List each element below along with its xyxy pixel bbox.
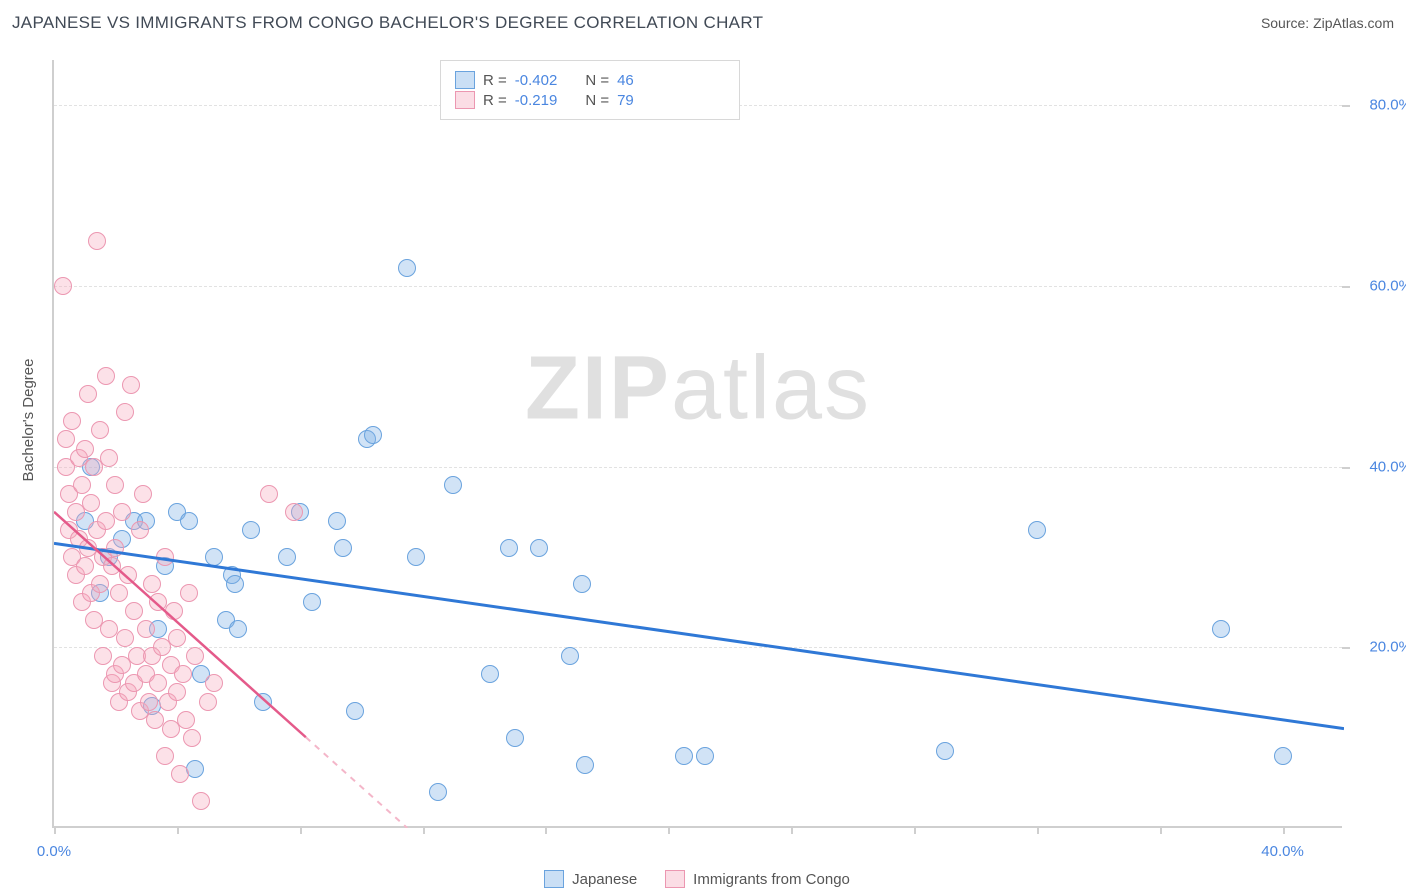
data-point <box>183 729 201 747</box>
data-point <box>444 476 462 494</box>
data-point <box>156 548 174 566</box>
data-point <box>205 674 223 692</box>
data-point <box>285 503 303 521</box>
data-point <box>88 232 106 250</box>
data-point <box>180 512 198 530</box>
correlation-legend: R = -0.402 N = 46 R = -0.219 N = 79 <box>440 60 740 120</box>
data-point <box>91 421 109 439</box>
gridline <box>54 467 1342 468</box>
data-point <box>254 693 272 711</box>
data-point <box>143 575 161 593</box>
data-point <box>364 426 382 444</box>
data-point <box>334 539 352 557</box>
data-point <box>57 430 75 448</box>
xtick-label: 0.0% <box>37 843 71 860</box>
ytick-label: 80.0% <box>1352 97 1406 114</box>
data-point <box>76 557 94 575</box>
data-point <box>328 512 346 530</box>
data-point <box>137 620 155 638</box>
data-point <box>500 539 518 557</box>
ytick-label: 60.0% <box>1352 277 1406 294</box>
swatch-blue-icon <box>544 870 564 888</box>
legend-row-japanese: R = -0.402 N = 46 <box>455 71 725 89</box>
data-point <box>530 539 548 557</box>
data-point <box>140 693 158 711</box>
data-point <box>429 783 447 801</box>
data-point <box>168 683 186 701</box>
data-point <box>180 584 198 602</box>
data-point <box>1212 620 1230 638</box>
data-point <box>116 629 134 647</box>
data-point <box>100 449 118 467</box>
data-point <box>106 476 124 494</box>
data-point <box>171 765 189 783</box>
ytick-label: 40.0% <box>1352 458 1406 475</box>
legend-item-congo: Immigrants from Congo <box>665 870 850 888</box>
data-point <box>168 629 186 647</box>
swatch-blue-icon <box>455 71 475 89</box>
chart-title: JAPANESE VS IMMIGRANTS FROM CONGO BACHEL… <box>12 13 763 33</box>
data-point <box>174 665 192 683</box>
data-point <box>242 521 260 539</box>
legend-row-congo: R = -0.219 N = 79 <box>455 91 725 109</box>
series-legend: Japanese Immigrants from Congo <box>52 870 1342 888</box>
data-point <box>149 674 167 692</box>
source-label: Source: ZipAtlas.com <box>1261 15 1394 31</box>
data-point <box>110 584 128 602</box>
data-point <box>76 440 94 458</box>
data-point <box>186 760 204 778</box>
data-point <box>481 665 499 683</box>
data-point <box>125 602 143 620</box>
data-point <box>94 647 112 665</box>
data-point <box>73 476 91 494</box>
data-point <box>278 548 296 566</box>
data-point <box>122 376 140 394</box>
data-point <box>177 711 195 729</box>
data-point <box>675 747 693 765</box>
data-point <box>192 792 210 810</box>
data-point <box>303 593 321 611</box>
data-point <box>79 385 97 403</box>
data-point <box>346 702 364 720</box>
xtick-label: 40.0% <box>1261 843 1304 860</box>
data-point <box>106 539 124 557</box>
data-point <box>54 277 72 295</box>
data-point <box>156 747 174 765</box>
data-point <box>1028 521 1046 539</box>
data-point <box>398 259 416 277</box>
data-point <box>205 548 223 566</box>
swatch-pink-icon <box>665 870 685 888</box>
data-point <box>229 620 247 638</box>
data-point <box>97 367 115 385</box>
data-point <box>131 521 149 539</box>
data-point <box>63 412 81 430</box>
data-point <box>134 485 152 503</box>
data-point <box>407 548 425 566</box>
y-axis-label: Bachelor's Degree <box>20 359 37 482</box>
data-point <box>116 403 134 421</box>
gridline <box>54 647 1342 648</box>
ytick-label: 20.0% <box>1352 639 1406 656</box>
gridline <box>54 286 1342 287</box>
data-point <box>82 494 100 512</box>
data-point <box>1274 747 1292 765</box>
data-point <box>186 647 204 665</box>
data-point <box>91 575 109 593</box>
data-point <box>573 575 591 593</box>
data-point <box>165 602 183 620</box>
data-point <box>119 566 137 584</box>
legend-item-japanese: Japanese <box>544 870 637 888</box>
data-point <box>113 503 131 521</box>
data-point <box>561 647 579 665</box>
data-point <box>226 575 244 593</box>
data-point <box>260 485 278 503</box>
data-point <box>576 756 594 774</box>
swatch-pink-icon <box>455 91 475 109</box>
data-point <box>696 747 714 765</box>
data-point <box>506 729 524 747</box>
watermark: ZIPatlas <box>525 338 871 441</box>
data-point <box>936 742 954 760</box>
plot-area: ZIPatlas 20.0%40.0%60.0%80.0%0.0%40.0% <box>52 60 1342 828</box>
data-point <box>199 693 217 711</box>
